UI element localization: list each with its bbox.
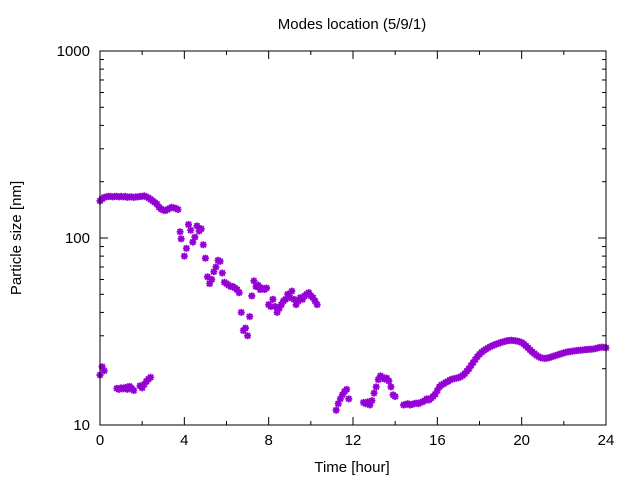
x-tick-label: 4 bbox=[180, 432, 188, 449]
data-point bbox=[100, 367, 108, 375]
data-point bbox=[206, 280, 214, 288]
data-point bbox=[465, 365, 473, 373]
x-tick-label: 16 bbox=[429, 432, 446, 449]
data-point bbox=[199, 241, 207, 249]
data-point bbox=[273, 308, 281, 316]
data-point bbox=[208, 275, 216, 283]
y-axis-label: Particle size [nm] bbox=[8, 181, 25, 295]
data-point bbox=[138, 384, 146, 392]
data-point bbox=[313, 301, 321, 309]
x-tick-label: 12 bbox=[345, 432, 362, 449]
data-point bbox=[98, 363, 106, 371]
data-point bbox=[187, 226, 195, 234]
data-point bbox=[431, 390, 439, 398]
data-point bbox=[250, 277, 258, 285]
data-point bbox=[191, 233, 199, 241]
data-point bbox=[267, 303, 275, 311]
data-point bbox=[177, 235, 185, 243]
data-point bbox=[284, 290, 292, 298]
data-point bbox=[176, 228, 184, 236]
data-point bbox=[130, 386, 138, 394]
data-point bbox=[433, 386, 441, 394]
data-point bbox=[189, 238, 197, 246]
data-point bbox=[153, 200, 161, 208]
axis-ticks: 0 4 8 12 16 20 24 10 100 1000 bbox=[57, 43, 615, 449]
y-tick-label: 100 bbox=[65, 230, 90, 247]
data-point bbox=[193, 222, 201, 230]
data-point bbox=[294, 297, 302, 305]
data-point bbox=[237, 308, 245, 316]
data-point bbox=[286, 294, 294, 302]
x-tick-label: 24 bbox=[598, 432, 615, 449]
data-point bbox=[338, 391, 346, 399]
data-point bbox=[292, 301, 300, 309]
data-point bbox=[241, 324, 249, 332]
data-point bbox=[275, 304, 283, 312]
data-point bbox=[248, 292, 256, 300]
data-point bbox=[334, 400, 342, 408]
data-point bbox=[391, 393, 399, 401]
data-point bbox=[210, 268, 218, 276]
data-points bbox=[96, 192, 610, 414]
data-point bbox=[374, 376, 382, 384]
data-point bbox=[254, 281, 262, 289]
data-point bbox=[212, 263, 220, 271]
data-point bbox=[180, 252, 188, 260]
data-point bbox=[182, 244, 190, 252]
data-point bbox=[263, 284, 271, 292]
data-point bbox=[336, 395, 344, 403]
x-axis-label: Time [hour] bbox=[314, 459, 389, 476]
x-tick-label: 8 bbox=[264, 432, 272, 449]
data-point bbox=[345, 395, 353, 403]
data-point bbox=[387, 383, 395, 391]
y-tick-label: 1000 bbox=[57, 43, 90, 60]
data-point bbox=[282, 295, 290, 303]
data-point bbox=[305, 289, 313, 297]
x-tick-label: 20 bbox=[513, 432, 530, 449]
data-point bbox=[277, 301, 285, 309]
x-tick-label: 0 bbox=[96, 432, 104, 449]
data-point bbox=[290, 295, 298, 303]
data-point bbox=[332, 406, 340, 414]
data-point bbox=[385, 377, 393, 385]
data-point bbox=[201, 254, 209, 262]
data-point bbox=[309, 294, 317, 302]
data-point bbox=[197, 225, 205, 233]
data-point bbox=[372, 383, 380, 391]
chart-title: Modes location (5/9/1) bbox=[278, 16, 426, 33]
data-point bbox=[216, 257, 224, 265]
data-point bbox=[218, 269, 226, 277]
data-point bbox=[271, 303, 279, 311]
data-point bbox=[246, 313, 254, 321]
data-point bbox=[269, 295, 277, 303]
data-point bbox=[174, 206, 182, 214]
data-point bbox=[366, 401, 374, 409]
data-point bbox=[343, 385, 351, 393]
data-point bbox=[370, 389, 378, 397]
data-point bbox=[298, 295, 306, 303]
data-point bbox=[185, 221, 193, 229]
data-point bbox=[311, 297, 319, 305]
y-tick-label: 10 bbox=[73, 417, 90, 434]
data-point bbox=[235, 289, 243, 297]
data-point bbox=[244, 332, 252, 340]
plot-frame bbox=[99, 50, 607, 426]
data-point bbox=[368, 397, 376, 405]
data-point bbox=[204, 273, 212, 281]
data-point bbox=[288, 287, 296, 295]
data-point bbox=[147, 373, 155, 381]
